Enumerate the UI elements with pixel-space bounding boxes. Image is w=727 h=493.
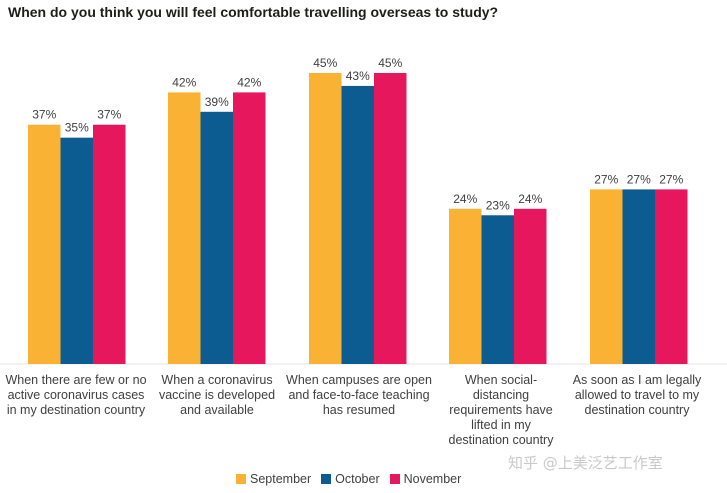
legend-label-october: October: [335, 472, 380, 486]
bar-november-4: [514, 208, 547, 364]
data-label-october-4: 23%: [486, 198, 510, 212]
category-label-5: As soon as I am legally allowed to trave…: [572, 373, 702, 417]
data-label-september-3: 45%: [313, 56, 337, 70]
data-label-november-5: 27%: [659, 172, 683, 186]
category-label-4: When social-distancing requirements have…: [448, 373, 554, 447]
data-label-october-1: 35%: [65, 121, 89, 135]
bar-october-2: [200, 111, 233, 364]
bar-november-1: [93, 124, 126, 364]
legend-item-october: October: [321, 472, 380, 486]
data-label-october-5: 27%: [627, 172, 651, 186]
legend-swatch-october: [321, 474, 332, 484]
bar-october-3: [341, 85, 374, 364]
legend-swatch-september: [236, 474, 246, 484]
watermark: 知乎 @上美泛艺工作室: [508, 454, 663, 472]
chart-title: When do you think you will feel comforta…: [8, 4, 499, 20]
data-label-october-2: 39%: [205, 95, 229, 109]
data-label-september-1: 37%: [32, 108, 56, 122]
bars-group: 37% 35% 37% 42% 39% 42% 45% 43% 45% 24% 23% 24% 27% 2…: [28, 56, 688, 365]
bar-october-4: [481, 215, 514, 364]
data-label-november-1: 37%: [97, 108, 121, 122]
legend-item-november: November: [389, 472, 462, 486]
data-label-september-2: 42%: [172, 75, 196, 89]
bar-september-4: [449, 208, 482, 364]
data-label-november-2: 42%: [237, 75, 261, 89]
category-label-1: When there are few or no active coronavi…: [5, 373, 147, 417]
data-label-october-3: 43%: [346, 69, 370, 83]
bar-september-3: [309, 73, 342, 364]
bar-november-2: [233, 92, 266, 365]
category-label-3: When campuses are open and face-to-face …: [286, 373, 432, 417]
data-label-september-4: 24%: [453, 192, 477, 206]
category-label-2: When a coronavirus vaccine is developed …: [158, 373, 276, 417]
legend: September October November: [236, 472, 471, 486]
bar-september-1: [28, 124, 61, 364]
bar-september-5: [590, 189, 623, 364]
bar-october-5: [622, 189, 655, 364]
bar-november-5: [655, 189, 688, 364]
legend-item-september: September: [236, 472, 311, 486]
data-label-november-3: 45%: [378, 56, 402, 70]
legend-label-november: November: [403, 472, 462, 486]
bar-november-3: [374, 73, 407, 364]
bar-september-2: [168, 92, 201, 365]
legend-label-september: September: [250, 472, 312, 486]
bar-october-1: [60, 137, 93, 364]
data-label-september-5: 27%: [594, 172, 618, 186]
legend-swatch-november: [389, 474, 400, 484]
data-label-november-4: 24%: [518, 192, 542, 206]
